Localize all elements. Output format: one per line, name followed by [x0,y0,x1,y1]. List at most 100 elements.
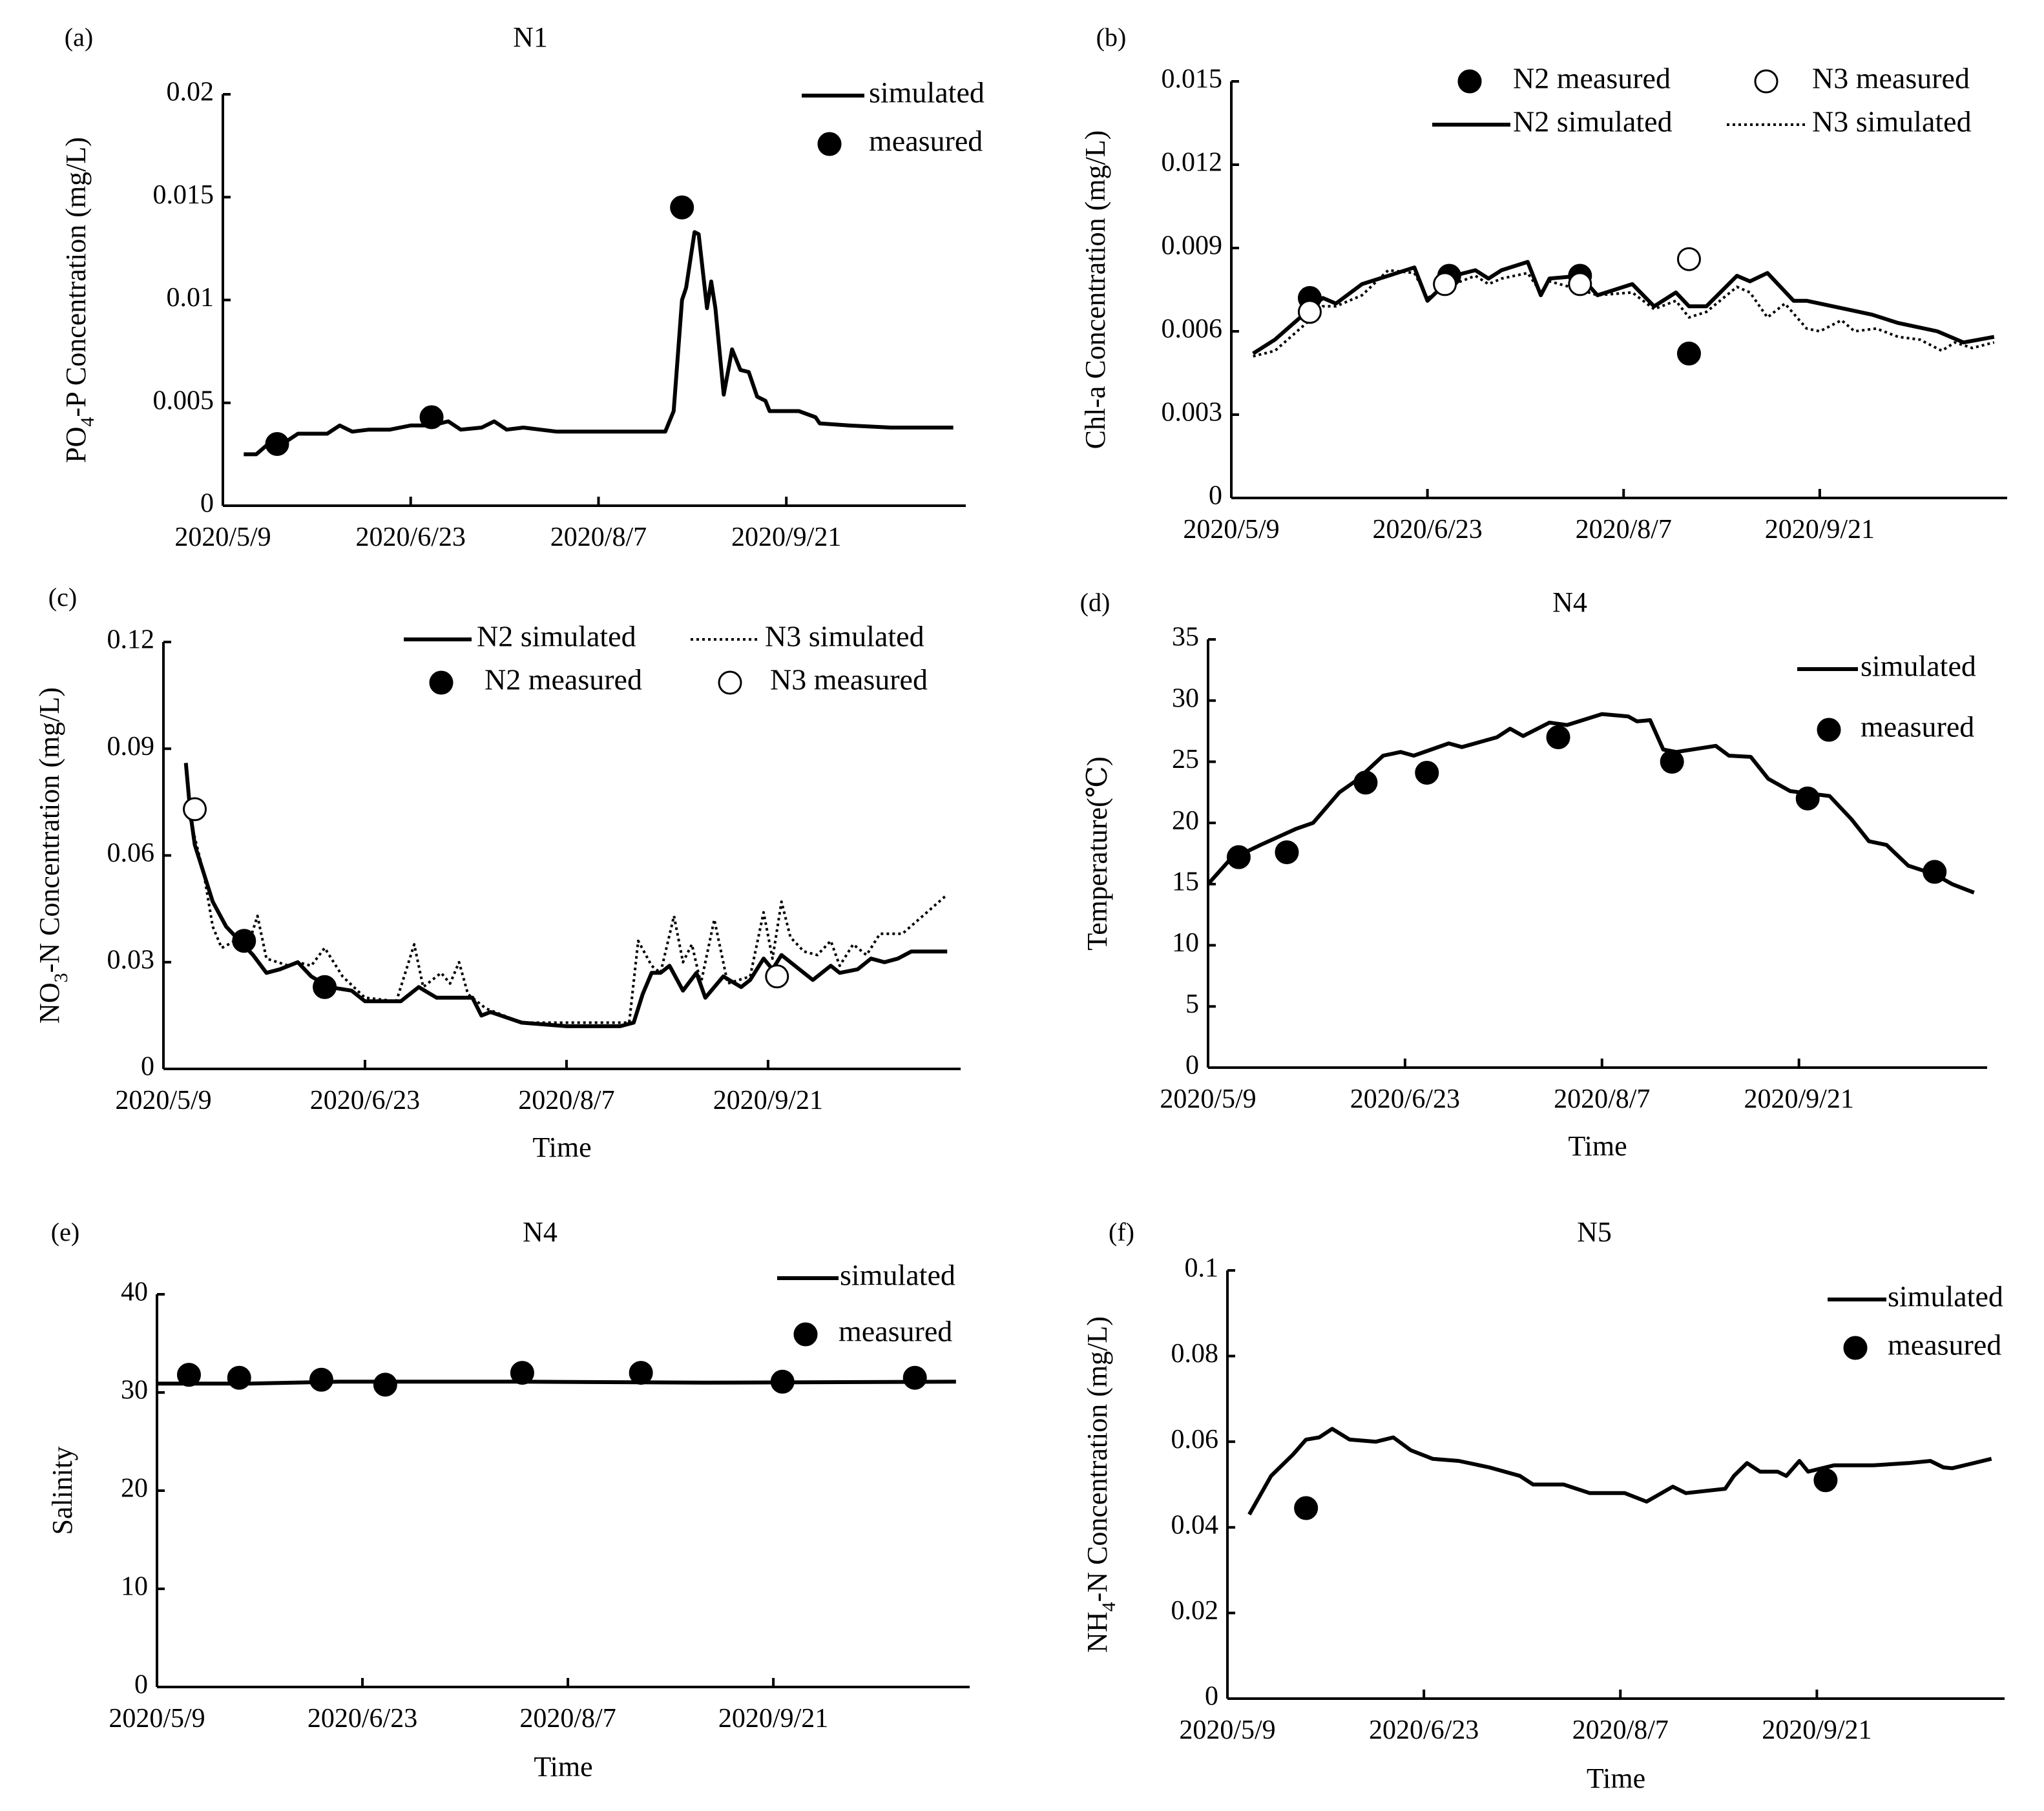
x-axis-label: Time [1587,1763,1645,1794]
data-point-measured [419,405,444,429]
panel-label: (d) [1080,588,1111,617]
y-tick-label: 0.015 [1162,65,1223,94]
y-tick-label: 0 [1185,1051,1199,1081]
y-tick-label: 25 [1172,745,1199,774]
x-tick-label: 2020/6/23 [1372,515,1482,544]
legend-label: measured [839,1315,952,1348]
data-point-measured [1546,725,1570,750]
data-point-measured [1275,840,1299,865]
y-axis-label: NO3-N Concentration (mg/L) [34,687,72,1024]
y-axis-label-part: Chl-a Concentration (mg/L) [1079,130,1111,450]
panel-label: (f) [1109,1217,1134,1247]
legend: simulated measured [777,1259,955,1348]
legend-marker-swatch [718,670,742,695]
legend-label: simulated [869,76,985,109]
x-tick-label: 2020/8/7 [1576,515,1672,544]
legend-label: N3 measured [770,663,928,696]
series-line-n3-simulated [1253,269,1995,358]
data-point-measured [1226,845,1251,869]
y-tick-label: 10 [1172,928,1199,958]
x-tick-label: 2020/8/7 [550,523,647,552]
legend: simulated measured [802,76,985,158]
x-tick-label: 2020/5/9 [1183,515,1279,544]
data-point-measured [510,1361,534,1385]
legend-label: N2 measured [485,663,642,696]
x-tick-label: 2020/5/9 [115,1086,211,1115]
y-axis-label-part: NH [1081,1611,1113,1653]
x-axis-label: Time [1568,1130,1627,1162]
series-line-simulated [244,230,954,457]
legend-label: measured [1888,1329,2001,1361]
y-axis-label: Chl-a Concentration (mg/L) [1079,130,1111,450]
data-point-n2-measured [1676,341,1701,366]
y-axis-label-part: Salinity [47,1447,78,1535]
x-tick-label: 2020/9/21 [731,523,841,552]
y-tick-label: 0.06 [107,838,155,868]
legend-label: N2 simulated [1513,105,1673,138]
legend: simulated measured [1797,650,1976,743]
data-point-measured [373,1372,397,1397]
y-axis-label: NH4-N Concentration (mg/L) [1081,1316,1120,1653]
y-tick-label: 0.09 [107,732,155,761]
x-axis-label: Time [534,1751,592,1783]
legend-label: N3 simulated [1812,105,1972,138]
series-line-simulated [1247,1427,1992,1516]
y-tick-label: 0 [1209,481,1222,511]
panel-label: (a) [65,23,93,52]
series-line-n2-simulated [1252,260,1995,355]
x-tick-label: 2020/5/9 [1160,1084,1256,1114]
y-tick-label: 0.015 [153,180,214,210]
x-tick-label: 2020/9/21 [718,1704,828,1733]
legend-marker-swatch [817,132,842,156]
x-tick-label: 2020/9/21 [1762,1715,1872,1745]
x-tick-label: 2020/5/9 [1179,1715,1275,1745]
y-tick-label: 0.003 [1162,398,1223,428]
y-tick-label: 35 [1172,623,1199,652]
panel-label: (e) [51,1217,79,1247]
panel-f: (f) N5 0 0.02 0.04 0.06 0.08 0.1 2020/5/9 2020/6/… [1081,1216,2005,1794]
data-point-n2-measured [232,929,256,953]
legend-label: simulated [840,1259,955,1292]
data-point-n3-measured [1297,300,1322,324]
y-axis-label-part: -P Concentration (mg/L) [60,137,92,417]
panel-a: (a) N1 0 0.005 0.01 0.015 0.02 2020/5/9 2020/6/2… [60,21,985,552]
panel-label: (c) [48,583,77,612]
x-tick-label: 2020/8/7 [519,1704,616,1733]
y-tick-label: 0.009 [1162,231,1223,261]
y-tick-label: 0.012 [1162,148,1223,178]
series-line-n3-simulated [184,766,948,1024]
y-tick-label: 30 [121,1376,148,1405]
x-tick-label: 2020/5/9 [109,1704,205,1733]
x-tick-label: 2020/8/7 [518,1086,614,1115]
panel-label: (b) [1096,23,1127,52]
legend-marker-swatch [1754,69,1778,94]
y-axis-label-subscript: 4 [1098,1602,1120,1611]
panel-c: (c) 0 0.03 0.06 0.09 0.12 2020/5/9 2020/6/23 202… [34,583,961,1163]
panel-title: N4 [1552,586,1587,618]
y-tick-label: 0.03 [107,945,155,975]
panel-b: (b) 0 0.003 0.006 0.009 0.012 0.015 2020/5/9 202… [1079,23,2007,544]
y-axis-label-part: Temperature(℃) [1081,756,1113,950]
y-tick-label: 40 [121,1278,148,1307]
panel-e: (e) N4 0 10 20 30 40 2020/5/9 2020/6/23 2020/8/7 2… [47,1216,970,1783]
y-tick-label: 20 [1172,806,1199,836]
data-point-measured [629,1361,653,1385]
panel-title: N5 [1577,1216,1612,1248]
y-tick-label: 0.01 [167,283,214,313]
data-point-measured [176,1363,201,1387]
x-tick-label: 2020/8/7 [1572,1715,1669,1745]
x-tick-label: 2020/6/23 [308,1704,417,1733]
legend-label: simulated [1861,650,1976,683]
x-tick-label: 2020/9/21 [713,1086,823,1115]
x-tick-label: 2020/5/9 [174,523,271,552]
series-line-n2-simulated [183,763,948,1028]
y-axis-label-part: PO [60,427,92,463]
legend-marker-swatch [1843,1336,1868,1360]
y-tick-label: 0 [1205,1682,1218,1712]
data-point-n2-measured [313,975,337,999]
y-tick-label: 0 [141,1052,154,1082]
y-tick-label: 0.006 [1162,315,1223,344]
y-tick-label: 30 [1172,683,1199,713]
y-tick-label: 0.08 [1171,1339,1219,1369]
